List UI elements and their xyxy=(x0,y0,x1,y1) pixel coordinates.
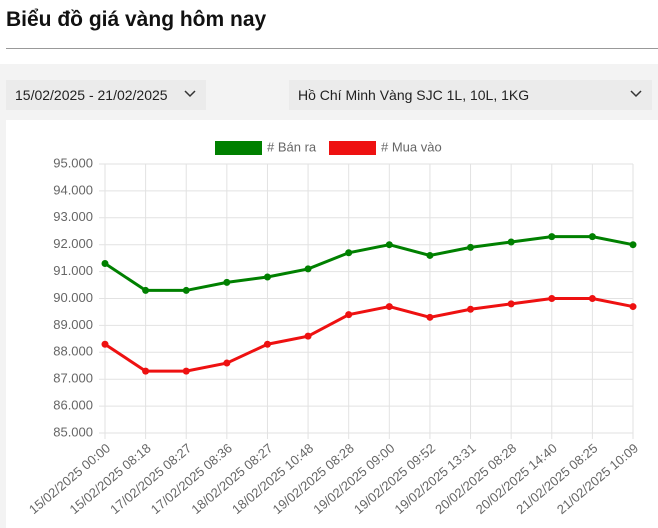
point xyxy=(507,300,515,308)
y-tick-label: 87.000 xyxy=(53,371,93,386)
y-tick-label: 91.000 xyxy=(53,263,93,278)
y-tick-label: 95.000 xyxy=(53,155,93,170)
series-line xyxy=(104,235,634,292)
y-tick-label: 94.000 xyxy=(53,182,93,197)
point xyxy=(304,265,312,273)
point xyxy=(101,260,109,268)
point xyxy=(629,241,637,249)
y-tick-label: 90.000 xyxy=(53,290,93,305)
point xyxy=(467,243,475,251)
page-title: Biểu đồ giá vàng hôm nay xyxy=(6,8,267,31)
chevron xyxy=(630,90,642,98)
point xyxy=(629,303,637,311)
point xyxy=(426,251,434,259)
point xyxy=(548,295,556,302)
point xyxy=(182,367,190,375)
date-range-text: 15/02/2025 - 21/02/2025 xyxy=(15,87,168,103)
y-tick-label: 93.000 xyxy=(53,209,93,224)
series-line xyxy=(104,297,634,373)
point xyxy=(142,367,150,375)
point xyxy=(263,340,271,348)
point xyxy=(548,233,556,241)
legend-swatch xyxy=(329,141,376,155)
point xyxy=(385,303,393,311)
point xyxy=(101,340,109,348)
point xyxy=(182,286,190,294)
divider xyxy=(6,48,658,49)
point xyxy=(467,305,475,313)
point xyxy=(345,311,353,319)
point xyxy=(223,278,231,286)
product-text: Hồ Chí Minh Vàng SJC 1L, 10L, 1KG xyxy=(298,87,530,103)
y-tick-label: 85.000 xyxy=(53,424,93,439)
point xyxy=(588,233,596,241)
point xyxy=(223,359,231,367)
legend-label: # Bán ra xyxy=(267,139,317,154)
legend-swatch xyxy=(215,141,262,155)
date-range-select[interactable]: 15/02/2025 - 21/02/2025 xyxy=(6,80,206,110)
y-tick-label: 89.000 xyxy=(53,317,93,332)
product-select[interactable]: Hồ Chí Minh Vàng SJC 1L, 10L, 1KG xyxy=(289,80,652,110)
point xyxy=(507,238,515,246)
point xyxy=(345,249,353,257)
chevron xyxy=(184,90,196,98)
point xyxy=(426,313,434,321)
point xyxy=(588,295,596,302)
y-tick-label: 86.000 xyxy=(53,398,93,413)
point xyxy=(304,332,312,340)
point xyxy=(142,286,150,294)
point xyxy=(385,241,393,249)
point xyxy=(263,273,271,281)
legend-label: # Mua vào xyxy=(381,139,442,154)
y-tick-label: 92.000 xyxy=(53,236,93,251)
y-tick-label: 88.000 xyxy=(53,344,93,359)
